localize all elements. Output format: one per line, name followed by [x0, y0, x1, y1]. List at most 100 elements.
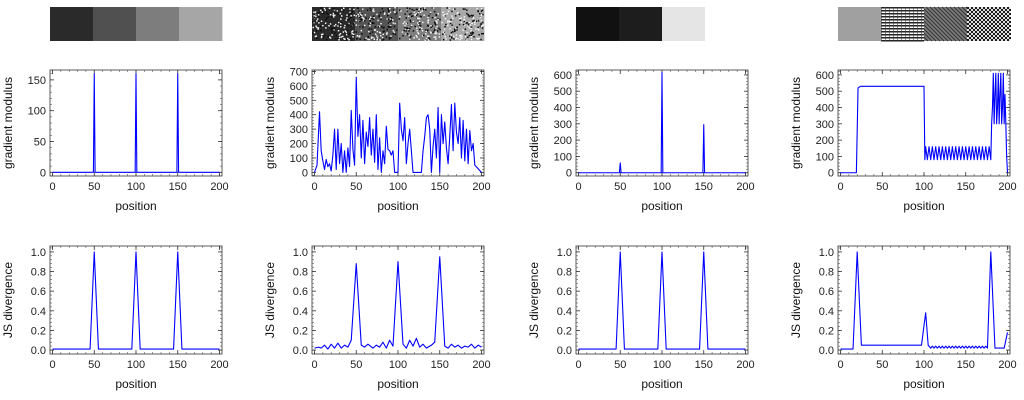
noise-dot [388, 18, 390, 21]
x-tick-label: 50 [350, 359, 362, 371]
noise-dot [414, 25, 416, 28]
noise-dot [399, 16, 401, 18]
noise-dot [369, 16, 372, 19]
texture-dot [979, 15, 981, 17]
x-tick-label: 100 [653, 359, 671, 371]
texture-line [881, 28, 924, 30]
noise-dot [417, 18, 420, 20]
noise-dot [392, 29, 395, 32]
noise-dot [320, 9, 322, 12]
noise-dot [418, 22, 420, 25]
noise-dot [358, 16, 361, 19]
x-tick-label: 150 [169, 359, 187, 371]
noise-dot [409, 27, 411, 30]
noise-dot [346, 18, 348, 20]
y-tick-label: 1.0 [819, 247, 834, 259]
noise-dot [378, 25, 381, 28]
noise-dot [471, 33, 473, 35]
noise-dot [339, 12, 342, 15]
noise-dot [466, 36, 469, 38]
noise-dot [481, 21, 484, 24]
noise-dot [451, 24, 453, 26]
texture-dot [999, 35, 1001, 37]
noise-dot [436, 22, 438, 24]
texture-dot [1009, 29, 1011, 31]
noise-dot [462, 8, 465, 10]
noise-dot [449, 27, 451, 30]
noise-dot [318, 15, 320, 18]
texture-dot [973, 9, 975, 11]
x-tick-label: 100 [127, 181, 145, 193]
texture-dot [983, 15, 985, 17]
x-tick-label: 0 [837, 181, 843, 193]
noise-dot [387, 22, 390, 24]
texture-line [965, 6, 968, 9]
noise-dot [378, 31, 381, 34]
x-tick-label: 0 [49, 181, 55, 193]
noise-dot [317, 20, 319, 23]
texture-dot [995, 35, 997, 37]
texture-dot [969, 9, 971, 11]
noise-dot [323, 12, 325, 15]
noise-dot [388, 12, 390, 15]
noise-dot [406, 10, 409, 12]
texture-line [897, 7, 898, 41]
noise-dot [449, 35, 451, 37]
texture-dot [987, 35, 989, 37]
noise-dot [355, 14, 358, 16]
noise-dot [430, 32, 433, 34]
x-tick-label: 150 [957, 181, 975, 193]
y-tick-label: 100 [28, 106, 46, 118]
noise-dot [450, 31, 453, 34]
texture-line [881, 37, 924, 39]
noise-dot [349, 8, 351, 10]
texture-dot [983, 23, 985, 25]
noise-dot [364, 14, 367, 16]
noise-dot [394, 22, 396, 25]
noise-dot [386, 32, 388, 34]
noise-dot [348, 39, 350, 41]
texture-dot [979, 39, 981, 41]
x-tick-label: 200 [736, 359, 754, 371]
noise-dot [313, 31, 316, 34]
noise-dot [337, 25, 339, 27]
noise-dot [394, 33, 397, 36]
noise-dot [341, 9, 343, 11]
noise-dot [405, 28, 408, 30]
noise-dot [444, 15, 446, 17]
texture-strip [838, 6, 1011, 42]
texture-dot [979, 11, 981, 13]
noise-dot [380, 22, 382, 25]
noise-dot [435, 32, 438, 35]
noise-dot [422, 8, 425, 11]
noise-dot [348, 18, 350, 20]
noise-dot [377, 25, 379, 28]
texture-dot [975, 27, 977, 29]
noise-dot [472, 14, 474, 17]
noise-dot [452, 31, 454, 33]
noise-dot [472, 32, 475, 34]
texture-dot [975, 19, 977, 21]
noise-dot [470, 34, 472, 37]
noise-dot [417, 22, 419, 24]
noise-dot [329, 37, 332, 39]
noise-dot [330, 26, 333, 29]
noise-dot [359, 15, 362, 18]
texture-dot [993, 29, 995, 31]
noise-dot [370, 9, 372, 11]
noise-dot [333, 8, 336, 10]
y-tick-label: 0.4 [293, 306, 308, 318]
noise-dot [373, 16, 375, 19]
noise-dot [339, 26, 342, 28]
texture-line [881, 22, 924, 24]
noise-dot [362, 17, 365, 19]
noise-dot [351, 31, 353, 33]
noise-dot [426, 24, 429, 27]
noise-dot [399, 9, 401, 11]
noise-dot [374, 26, 377, 28]
x-axis-label: position [377, 199, 418, 213]
noise-dot [339, 22, 341, 25]
line-chart: 0 50 100 150 200 0 100 200 300 400 500 600 position g… [527, 69, 755, 213]
strip-segment [179, 7, 223, 41]
noise-dot [336, 13, 339, 15]
